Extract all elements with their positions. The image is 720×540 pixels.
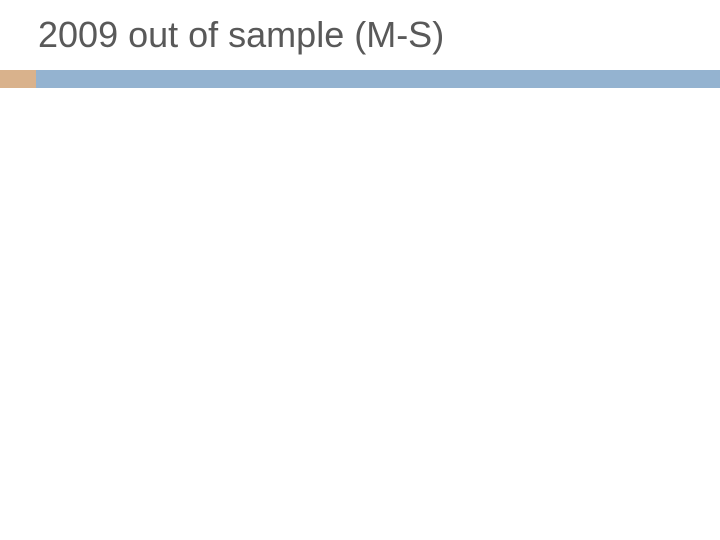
slide: 2009 out of sample (M-S) (0, 0, 720, 540)
slide-title: 2009 out of sample (M-S) (38, 14, 444, 56)
divider-main (36, 70, 720, 88)
divider-accent (0, 70, 36, 88)
divider-bar (0, 70, 720, 88)
